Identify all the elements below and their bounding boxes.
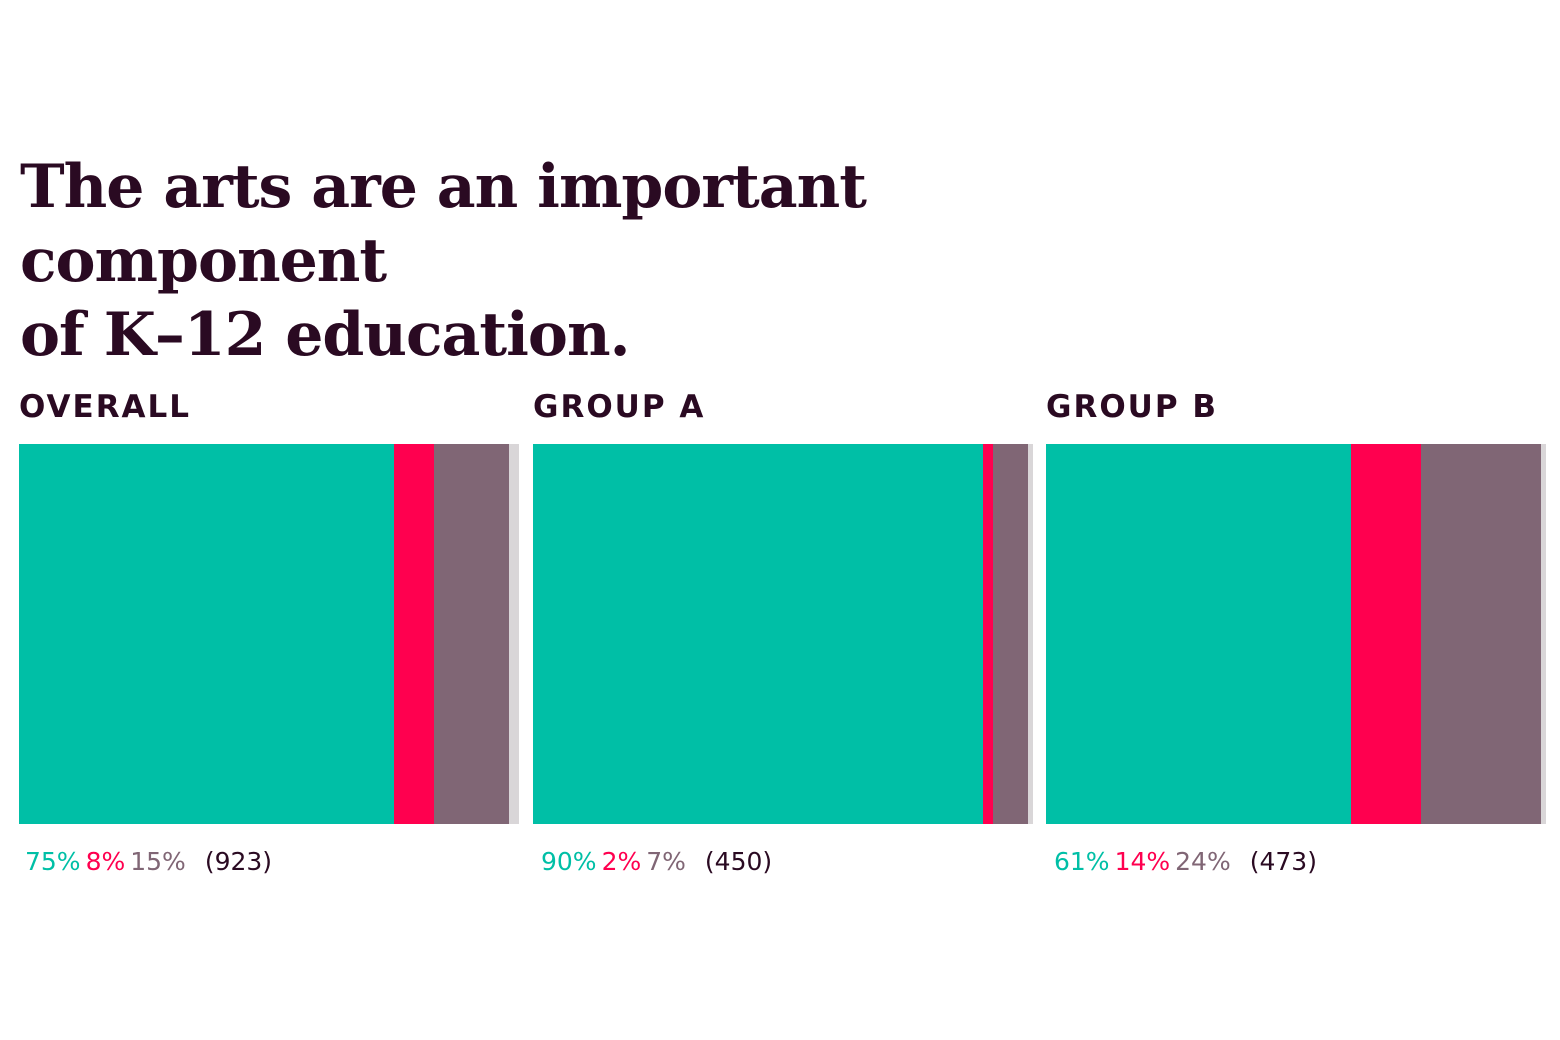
bar-segment-agree xyxy=(1046,444,1351,824)
value-label-neutral: 7% xyxy=(646,847,686,876)
bar-segment-disagree xyxy=(983,444,993,824)
stacked-bar xyxy=(19,444,519,824)
panel-title: OVERALL xyxy=(19,389,192,425)
bar-segment-agree xyxy=(19,444,394,824)
bar-segment-disagree xyxy=(394,444,434,824)
value-label-agree: 90% xyxy=(541,847,597,876)
value-labels: 61% 14% 24% (473) xyxy=(1054,846,1317,878)
value-labels: 75% 8% 15% (923) xyxy=(25,846,272,878)
value-label-neutral: 15% xyxy=(130,847,186,876)
bar-segment-agree xyxy=(533,444,983,824)
value-label-neutral: 24% xyxy=(1175,847,1231,876)
panel-title: GROUP B xyxy=(1046,389,1218,425)
chart-title: The arts are an important component of K… xyxy=(20,150,1220,372)
sample-size-label: (450) xyxy=(704,847,773,876)
value-label-disagree: 2% xyxy=(601,847,642,876)
stacked-bar xyxy=(1046,444,1546,824)
value-label-agree: 61% xyxy=(1054,847,1110,876)
chart-title-line-2: of K–12 education. xyxy=(20,300,630,370)
value-label-agree: 75% xyxy=(25,847,81,876)
bar-segment-neutral xyxy=(1421,444,1541,824)
stacked-bar xyxy=(533,444,1033,824)
value-label-disagree: 8% xyxy=(85,847,126,876)
bar-segment-neutral xyxy=(434,444,509,824)
sample-size-label: (473) xyxy=(1249,847,1317,876)
sample-size-label: (923) xyxy=(204,847,273,876)
chart-title-line-1: The arts are an important component xyxy=(20,152,867,296)
value-labels: 90% 2% 7% (450) xyxy=(541,846,772,878)
value-label-disagree: 14% xyxy=(1114,847,1171,876)
bar-segment-disagree xyxy=(1351,444,1421,824)
bar-segment-neutral xyxy=(993,444,1028,824)
panel-title: GROUP A xyxy=(533,389,706,425)
